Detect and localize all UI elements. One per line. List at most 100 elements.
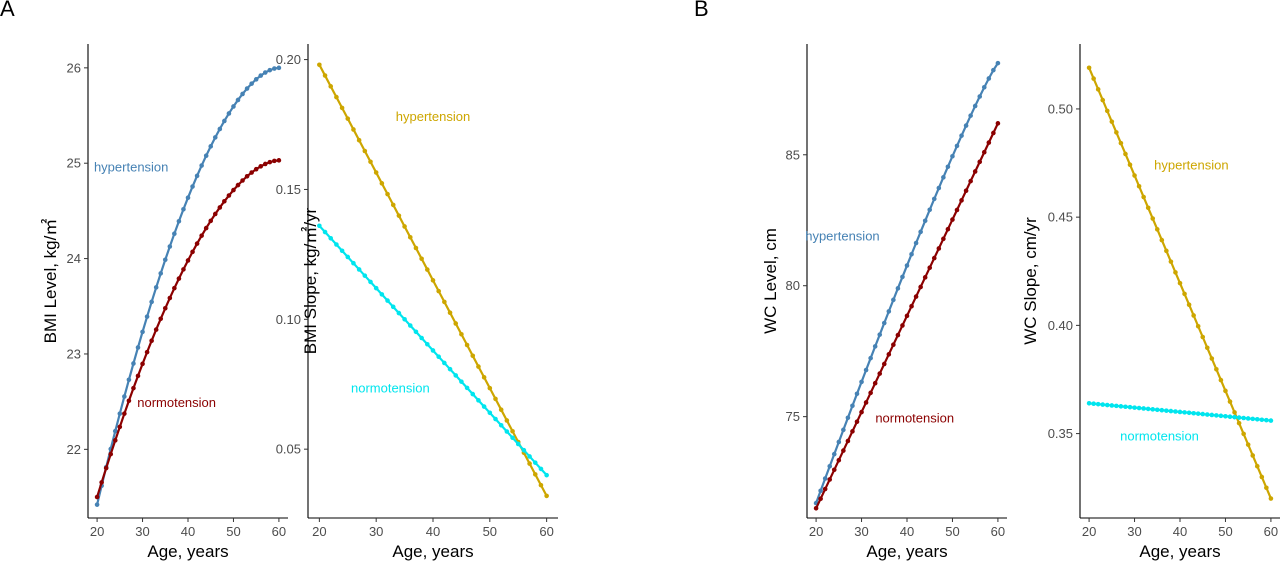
data-point [1168, 408, 1174, 414]
x-tick-label: 40 [1173, 524, 1187, 539]
data-point [1268, 418, 1274, 423]
x-tick-label: 50 [945, 524, 959, 539]
data-point [1154, 407, 1160, 413]
data-point [122, 394, 127, 399]
chart-2: 20 30 40 50 60 0.05 0.10 0.15 0.20 Age, years BMI … [276, 44, 558, 561]
x-tick-label: 30 [135, 524, 149, 539]
data-point [945, 164, 951, 170]
data-point [504, 429, 510, 434]
data-point [859, 409, 864, 415]
data-point [272, 158, 277, 164]
data-point [149, 299, 154, 305]
data-point [1223, 413, 1228, 419]
data-point [317, 62, 322, 68]
data-point [1086, 400, 1092, 406]
data-point [339, 248, 345, 254]
data-point [1141, 194, 1146, 200]
data-point [1232, 410, 1237, 415]
data-point [436, 288, 441, 294]
y-tick-label: 0.40 [1048, 318, 1073, 333]
data-point [877, 371, 883, 376]
data-point [126, 377, 132, 383]
data-point [872, 380, 878, 386]
data-point [1182, 291, 1187, 297]
data-point [217, 205, 223, 210]
data-point [1168, 259, 1174, 264]
data-point [425, 341, 430, 347]
data-point [430, 278, 436, 283]
data-point [954, 143, 960, 149]
data-point [1104, 402, 1110, 408]
x-tick-label: 60 [1264, 524, 1278, 539]
data-point [1241, 431, 1246, 437]
data-point [117, 411, 123, 416]
data-point [831, 467, 837, 473]
data-point [413, 245, 419, 251]
data-point [913, 240, 919, 246]
x-axis-title: Age, years [866, 542, 947, 561]
x-tick-label: 30 [1127, 524, 1141, 539]
y-axis-title: BMI Slope, kg/㎡/yr [301, 207, 320, 354]
data-point [881, 320, 887, 326]
data-point [339, 105, 345, 111]
y-tick-label: 23 [67, 346, 81, 361]
series-label: normotension [351, 381, 430, 396]
data-point [258, 164, 264, 169]
data-point [453, 321, 459, 326]
data-point [1136, 183, 1142, 189]
data-point [1177, 280, 1183, 286]
data-point [841, 427, 846, 433]
data-point [244, 174, 250, 179]
data-point [991, 130, 996, 136]
data-point [1141, 406, 1146, 411]
data-point [995, 121, 1001, 126]
data-point [407, 234, 413, 240]
data-point [1104, 108, 1110, 114]
series-normotension: normotension [813, 121, 1001, 511]
data-point [891, 342, 896, 348]
data-point [1191, 313, 1196, 318]
data-point [841, 448, 846, 453]
series-normotension: normotension [94, 158, 282, 500]
data-point [1173, 270, 1178, 275]
x-tick-label: 60 [539, 524, 553, 539]
data-point [108, 451, 114, 457]
data-point [470, 391, 476, 397]
data-point [818, 488, 823, 494]
data-point [322, 73, 328, 78]
data-point [818, 496, 823, 501]
data-point [950, 153, 955, 159]
data-point [356, 267, 362, 272]
data-point [881, 361, 887, 367]
data-point [94, 494, 100, 500]
data-point [199, 163, 204, 168]
data-point [1164, 408, 1169, 413]
data-point [126, 398, 132, 404]
data-point [886, 309, 892, 314]
data-point [1177, 409, 1183, 415]
series-label: hypertension [396, 109, 470, 124]
data-point [963, 188, 969, 194]
x-tick-label: 40 [426, 524, 440, 539]
data-point [1227, 399, 1233, 404]
data-point [968, 178, 973, 184]
data-point [226, 193, 232, 198]
data-point [362, 273, 368, 278]
data-point [194, 173, 200, 179]
data-point [900, 274, 905, 280]
y-tick-label: 25 [67, 156, 81, 171]
data-point [385, 298, 390, 303]
data-point [135, 345, 141, 350]
data-point [396, 213, 402, 218]
data-point [981, 149, 987, 155]
data-point [527, 461, 532, 466]
data-point [276, 158, 282, 163]
data-point [859, 379, 864, 385]
data-point [317, 223, 322, 229]
data-point [436, 354, 441, 360]
data-point [453, 373, 459, 378]
data-point [1132, 173, 1137, 178]
data-point [931, 255, 937, 261]
data-point [199, 233, 204, 238]
data-point [1159, 407, 1165, 413]
